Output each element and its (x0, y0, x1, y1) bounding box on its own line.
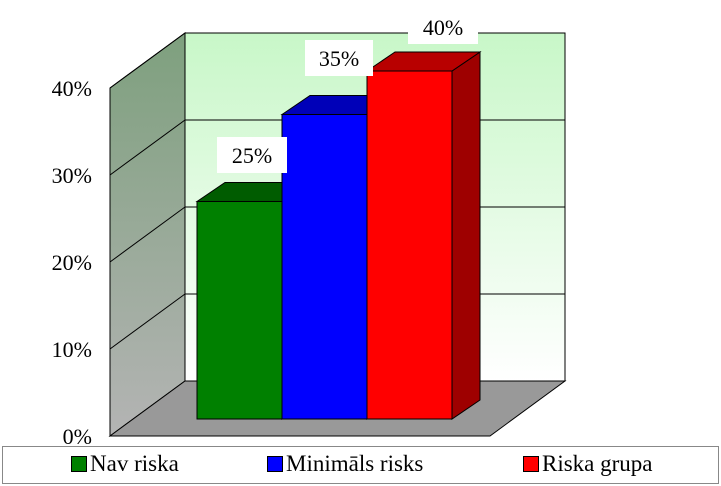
data-label-2: 35% (305, 40, 373, 76)
data-labels: 25% 35% 40% (217, 10, 478, 173)
y-tick-label: 30% (52, 163, 92, 188)
data-label-box (305, 40, 373, 76)
legend-item-riska-grupa: Riska grupa (523, 451, 653, 477)
bar-chart: 0% 10% 20% 30% 40% 25% 35% 40% (51, 10, 567, 446)
bar-3 (365, 51, 482, 420)
legend-label: Nav riska (90, 451, 179, 476)
legend-swatch-green (71, 456, 87, 472)
gridline-side (109, 32, 186, 89)
data-label-box (408, 10, 478, 44)
legend-item-minimals-risks: Minimāls risks (267, 451, 423, 477)
legend-label: Riska grupa (542, 451, 653, 476)
gridline-side (109, 206, 186, 263)
data-label-text: 35% (319, 46, 359, 71)
y-axis-ticks: 0% 10% 20% 30% 40% (52, 76, 92, 446)
bar-side (451, 51, 481, 420)
legend-label: Minimāls risks (286, 451, 424, 476)
y-tick-label: 20% (52, 250, 92, 275)
y-tick-label: 0% (63, 424, 92, 446)
bar-front (196, 201, 283, 420)
y-tick-label: 10% (52, 337, 92, 362)
bar-front (281, 114, 368, 420)
data-label-text: 25% (232, 143, 272, 168)
data-label-1: 25% (217, 137, 287, 173)
y-tick-label: 40% (52, 76, 92, 101)
gridline-side (109, 293, 186, 350)
data-label-text: 40% (423, 15, 463, 40)
bars (195, 51, 482, 420)
data-label-box (217, 137, 287, 173)
gridline-side (109, 119, 186, 176)
legend-swatch-blue (267, 456, 283, 472)
legend-swatch-red (523, 456, 539, 472)
legend-item-nav-riska: Nav riska (71, 451, 179, 477)
legend: Nav riska Minimāls risks Riska grupa (2, 446, 719, 484)
data-label-3: 40% (408, 10, 478, 44)
bar-front (366, 70, 453, 420)
